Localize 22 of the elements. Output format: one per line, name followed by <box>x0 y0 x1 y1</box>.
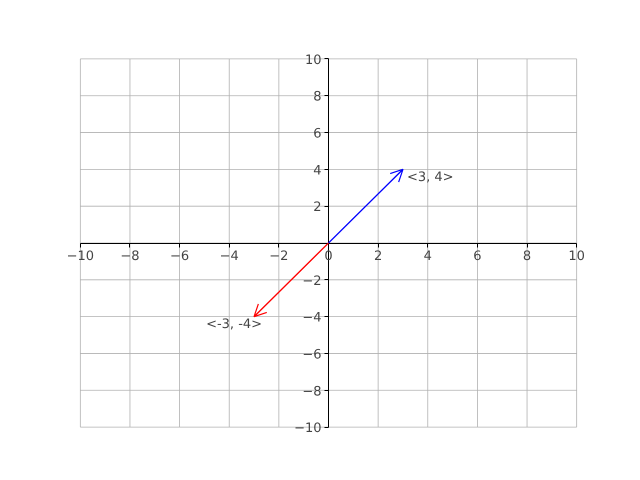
x-tick-label: 10 <box>568 249 585 264</box>
y-tick-label: −10 <box>294 421 322 436</box>
y-tick-label: 4 <box>313 163 322 178</box>
series-label: <-3, -4> <box>206 317 262 332</box>
y-tick-label: −4 <box>302 310 322 326</box>
x-tick-label: 8 <box>522 249 532 264</box>
x-tick-label: −10 <box>66 249 94 264</box>
x-tick-label: −4 <box>220 249 239 264</box>
y-tick-label: 2 <box>313 200 322 216</box>
x-tick-label: 2 <box>374 249 382 264</box>
y-tick-label: 6 <box>313 126 322 142</box>
y-tick-label: 8 <box>313 90 322 105</box>
y-tick-label: 10 <box>304 52 322 68</box>
x-tick-label: 4 <box>424 249 432 264</box>
x-tick-label: −6 <box>170 249 190 264</box>
y-tick-label: −8 <box>302 384 322 400</box>
x-tick-label: −8 <box>120 249 140 264</box>
y-tick-label: −6 <box>302 347 322 362</box>
x-tick-label: 6 <box>473 249 482 264</box>
x-tick-label: −2 <box>269 249 288 264</box>
y-tick-label: −2 <box>302 274 322 289</box>
legend-label: <3, 4> <box>406 170 454 185</box>
